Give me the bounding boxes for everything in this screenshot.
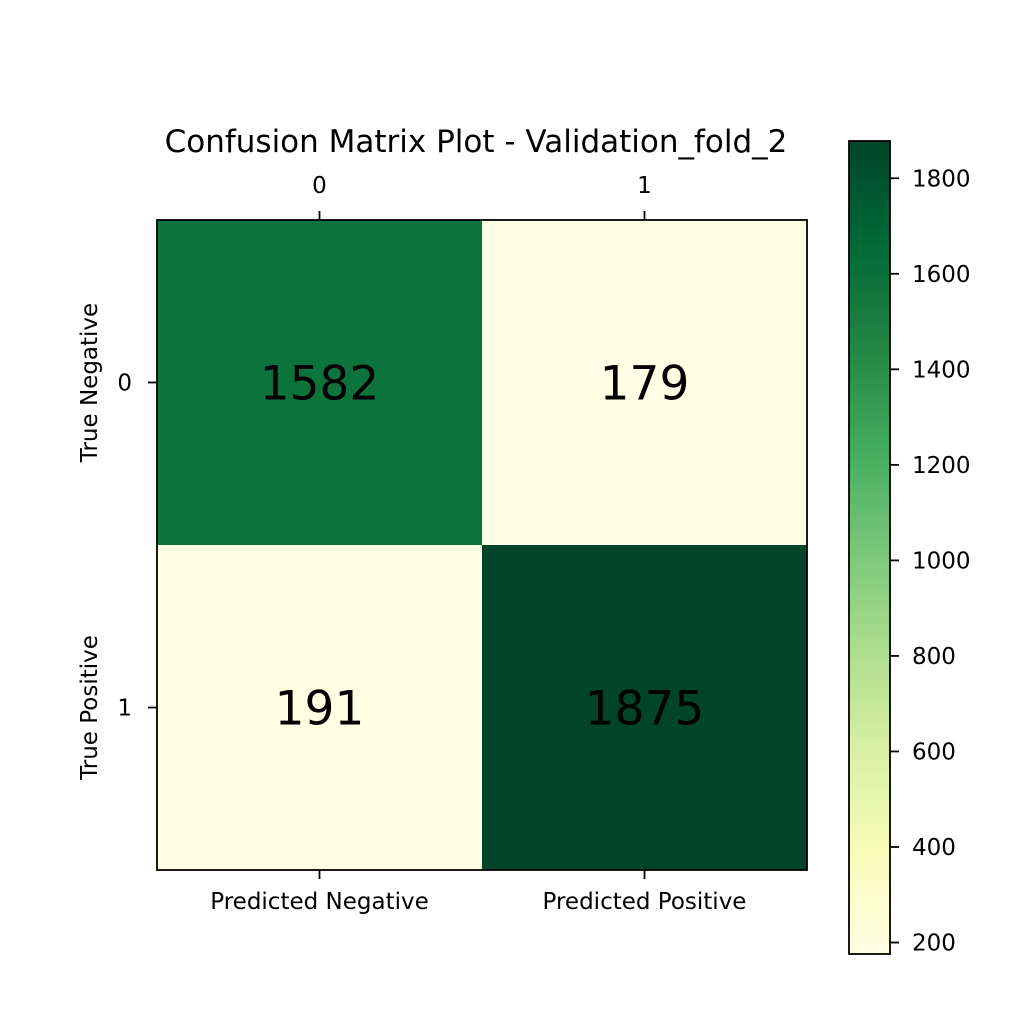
colorbar-tick-label: 800 <box>912 644 956 670</box>
heatmap-cell <box>157 220 482 545</box>
chart-title: Confusion Matrix Plot - Validation_fold_… <box>165 124 788 160</box>
cell-value-label: 191 <box>275 682 365 737</box>
colorbar-tick-label: 1600 <box>912 262 971 288</box>
cell-value-label: 1582 <box>260 357 380 412</box>
heatmap-cells: 1582 179 191 1875 <box>157 220 807 870</box>
colorbar-tick-label: 1800 <box>912 166 971 192</box>
axes-frame <box>156 219 808 871</box>
colorbar-tick-label: 1000 <box>912 548 971 574</box>
heatmap-cell <box>157 545 482 870</box>
colorbar-tick-label: 200 <box>912 931 956 957</box>
colorbar-frame <box>848 140 891 955</box>
y-row-label: True Positive <box>77 635 103 781</box>
heatmap-cell <box>482 220 807 545</box>
colorbar-tick-label: 600 <box>912 739 956 765</box>
x-top-tick-label: 0 <box>312 173 327 199</box>
x-bottom-tick-label: Predicted Positive <box>543 889 747 915</box>
colorbar-tick-label: 1200 <box>912 453 971 479</box>
colorbar-tick-label: 1400 <box>912 357 971 383</box>
colorbar-gradient <box>849 141 890 954</box>
y-row-label: True Negative <box>77 303 103 463</box>
cell-value-label: 1875 <box>585 682 705 737</box>
colorbar-tick-label: 400 <box>912 835 956 861</box>
x-bottom-ticks: Predicted Negative Predicted Positive <box>210 870 746 915</box>
y-tick-label: 1 <box>117 696 132 722</box>
x-top-tick-label: 1 <box>637 173 652 199</box>
y-tick-label: 0 <box>117 371 132 397</box>
y-ticks: 0 True Negative 1 True Positive <box>77 303 157 781</box>
heatmap-cell <box>482 545 807 870</box>
cell-value-label: 179 <box>600 357 690 412</box>
colorbar-ticks: 200 400 600 800 1000 1200 1400 1600 1800 <box>890 166 971 957</box>
x-bottom-tick-label: Predicted Negative <box>210 889 429 915</box>
